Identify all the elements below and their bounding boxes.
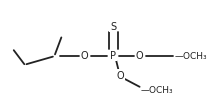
Text: O: O: [117, 70, 124, 80]
Text: —OCH₃: —OCH₃: [141, 86, 173, 95]
Text: —OCH₃: —OCH₃: [175, 52, 207, 60]
Text: S: S: [110, 22, 116, 32]
Text: O: O: [136, 51, 143, 61]
Text: O: O: [81, 51, 88, 61]
Text: P: P: [110, 51, 116, 61]
